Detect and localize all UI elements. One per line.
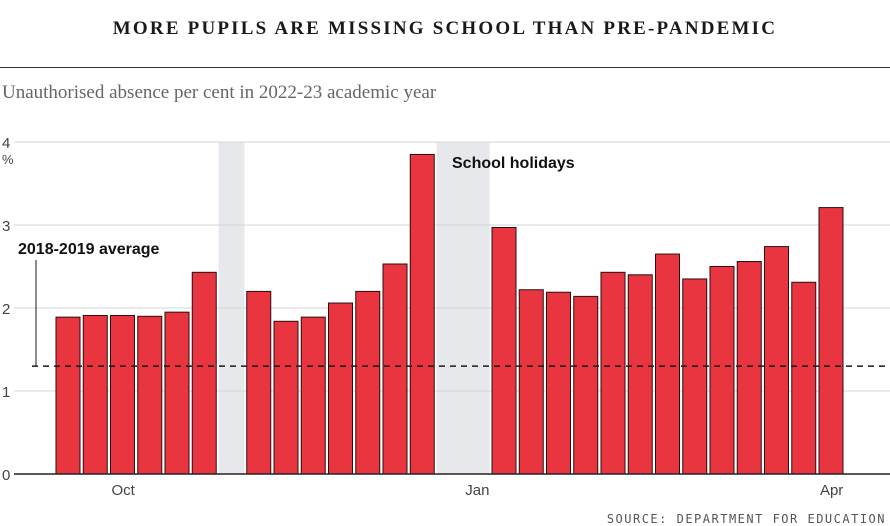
bar <box>764 246 789 475</box>
bar <box>709 266 735 475</box>
bar <box>627 274 653 475</box>
source-note: SOURCE: DEPARTMENT FOR EDUCATION <box>606 512 886 526</box>
bar <box>82 314 108 475</box>
bar <box>164 311 190 475</box>
chart-subtitle: Unauthorised absence per cent in 2022-23… <box>2 82 437 103</box>
bar <box>736 261 762 475</box>
annotations: 2018-2019 average School holidays <box>18 155 575 258</box>
y-tick-label: 0 <box>2 467 10 484</box>
bar <box>137 315 163 475</box>
axes: 0 1 2 3 4% Oct Jan Apr <box>2 135 890 499</box>
bar <box>682 278 708 475</box>
bar <box>409 153 435 475</box>
bar <box>818 207 844 475</box>
holiday-label: School holidays <box>452 155 575 172</box>
bars <box>55 153 844 475</box>
bar <box>273 320 299 475</box>
bar <box>791 281 817 475</box>
bar <box>300 316 326 475</box>
y-tick-label: 1 <box>2 384 10 401</box>
bar <box>518 289 544 475</box>
bar <box>55 316 81 475</box>
average-label: 2018-2019 average <box>18 241 160 258</box>
x-tick-label: Apr <box>820 482 843 499</box>
bar <box>600 271 626 475</box>
bar <box>491 226 517 475</box>
bar <box>191 271 217 475</box>
y-tick-label: 4 <box>2 135 10 152</box>
bar <box>546 291 571 475</box>
bar <box>382 263 408 475</box>
bar <box>355 290 381 475</box>
x-tick-label: Oct <box>111 482 135 499</box>
x-tick-label: Jan <box>465 482 489 499</box>
title-divider <box>0 67 890 68</box>
bar <box>655 253 680 475</box>
bar <box>573 295 599 475</box>
y-unit-label: % <box>2 152 14 167</box>
bar <box>328 302 353 475</box>
y-tick-label: 3 <box>2 218 10 235</box>
bar <box>110 314 135 475</box>
y-tick-label: 2 <box>2 301 10 318</box>
bar <box>246 290 272 475</box>
chart-title: MORE PUPILS ARE MISSING SCHOOL THAN PRE-… <box>112 18 778 39</box>
average-line-group <box>32 260 890 367</box>
